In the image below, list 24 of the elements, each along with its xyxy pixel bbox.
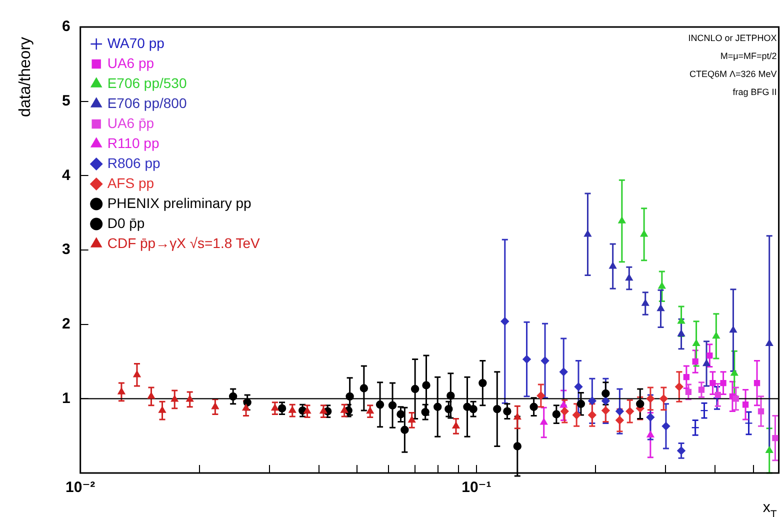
legend-label: CDF p̄p→γX √s=1.8 TeV bbox=[107, 234, 261, 251]
legend-label: E706 pp/530 bbox=[107, 74, 187, 91]
x-tick-label: 10⁻¹ bbox=[462, 479, 492, 496]
y-tick-label: 3 bbox=[62, 241, 70, 258]
legend-label: D0 p̄p bbox=[107, 214, 145, 231]
y-tick-label: 4 bbox=[62, 166, 71, 184]
annotation: INCNLO or JETPHOX bbox=[688, 33, 777, 43]
legend-label: UA6 p̄p bbox=[107, 114, 154, 131]
legend-label: WA70 pp bbox=[107, 34, 165, 51]
annotation: CTEQ6M Λ=326 MeV bbox=[690, 69, 777, 79]
y-tick-label: 2 bbox=[62, 315, 70, 332]
annotation: frag BFG II bbox=[732, 87, 777, 97]
legend-label: R806 pp bbox=[107, 154, 160, 171]
y-tick-label: 5 bbox=[62, 92, 70, 110]
x-tick-label: 10⁻² bbox=[66, 479, 96, 496]
legend-label: PHENIX preliminary pp bbox=[107, 194, 252, 211]
legend-label: AFS pp bbox=[107, 174, 154, 191]
annotation: M=μ=MF=pt/2 bbox=[720, 51, 777, 61]
y-tick-label: 1 bbox=[62, 390, 70, 407]
legend-label: E706 pp/800 bbox=[107, 94, 187, 111]
y-tick-label: 6 bbox=[62, 18, 70, 36]
legend-label: UA6 pp bbox=[107, 54, 154, 71]
y-axis-title: data/theory bbox=[17, 36, 34, 118]
legend-label: R110 pp bbox=[107, 134, 160, 151]
